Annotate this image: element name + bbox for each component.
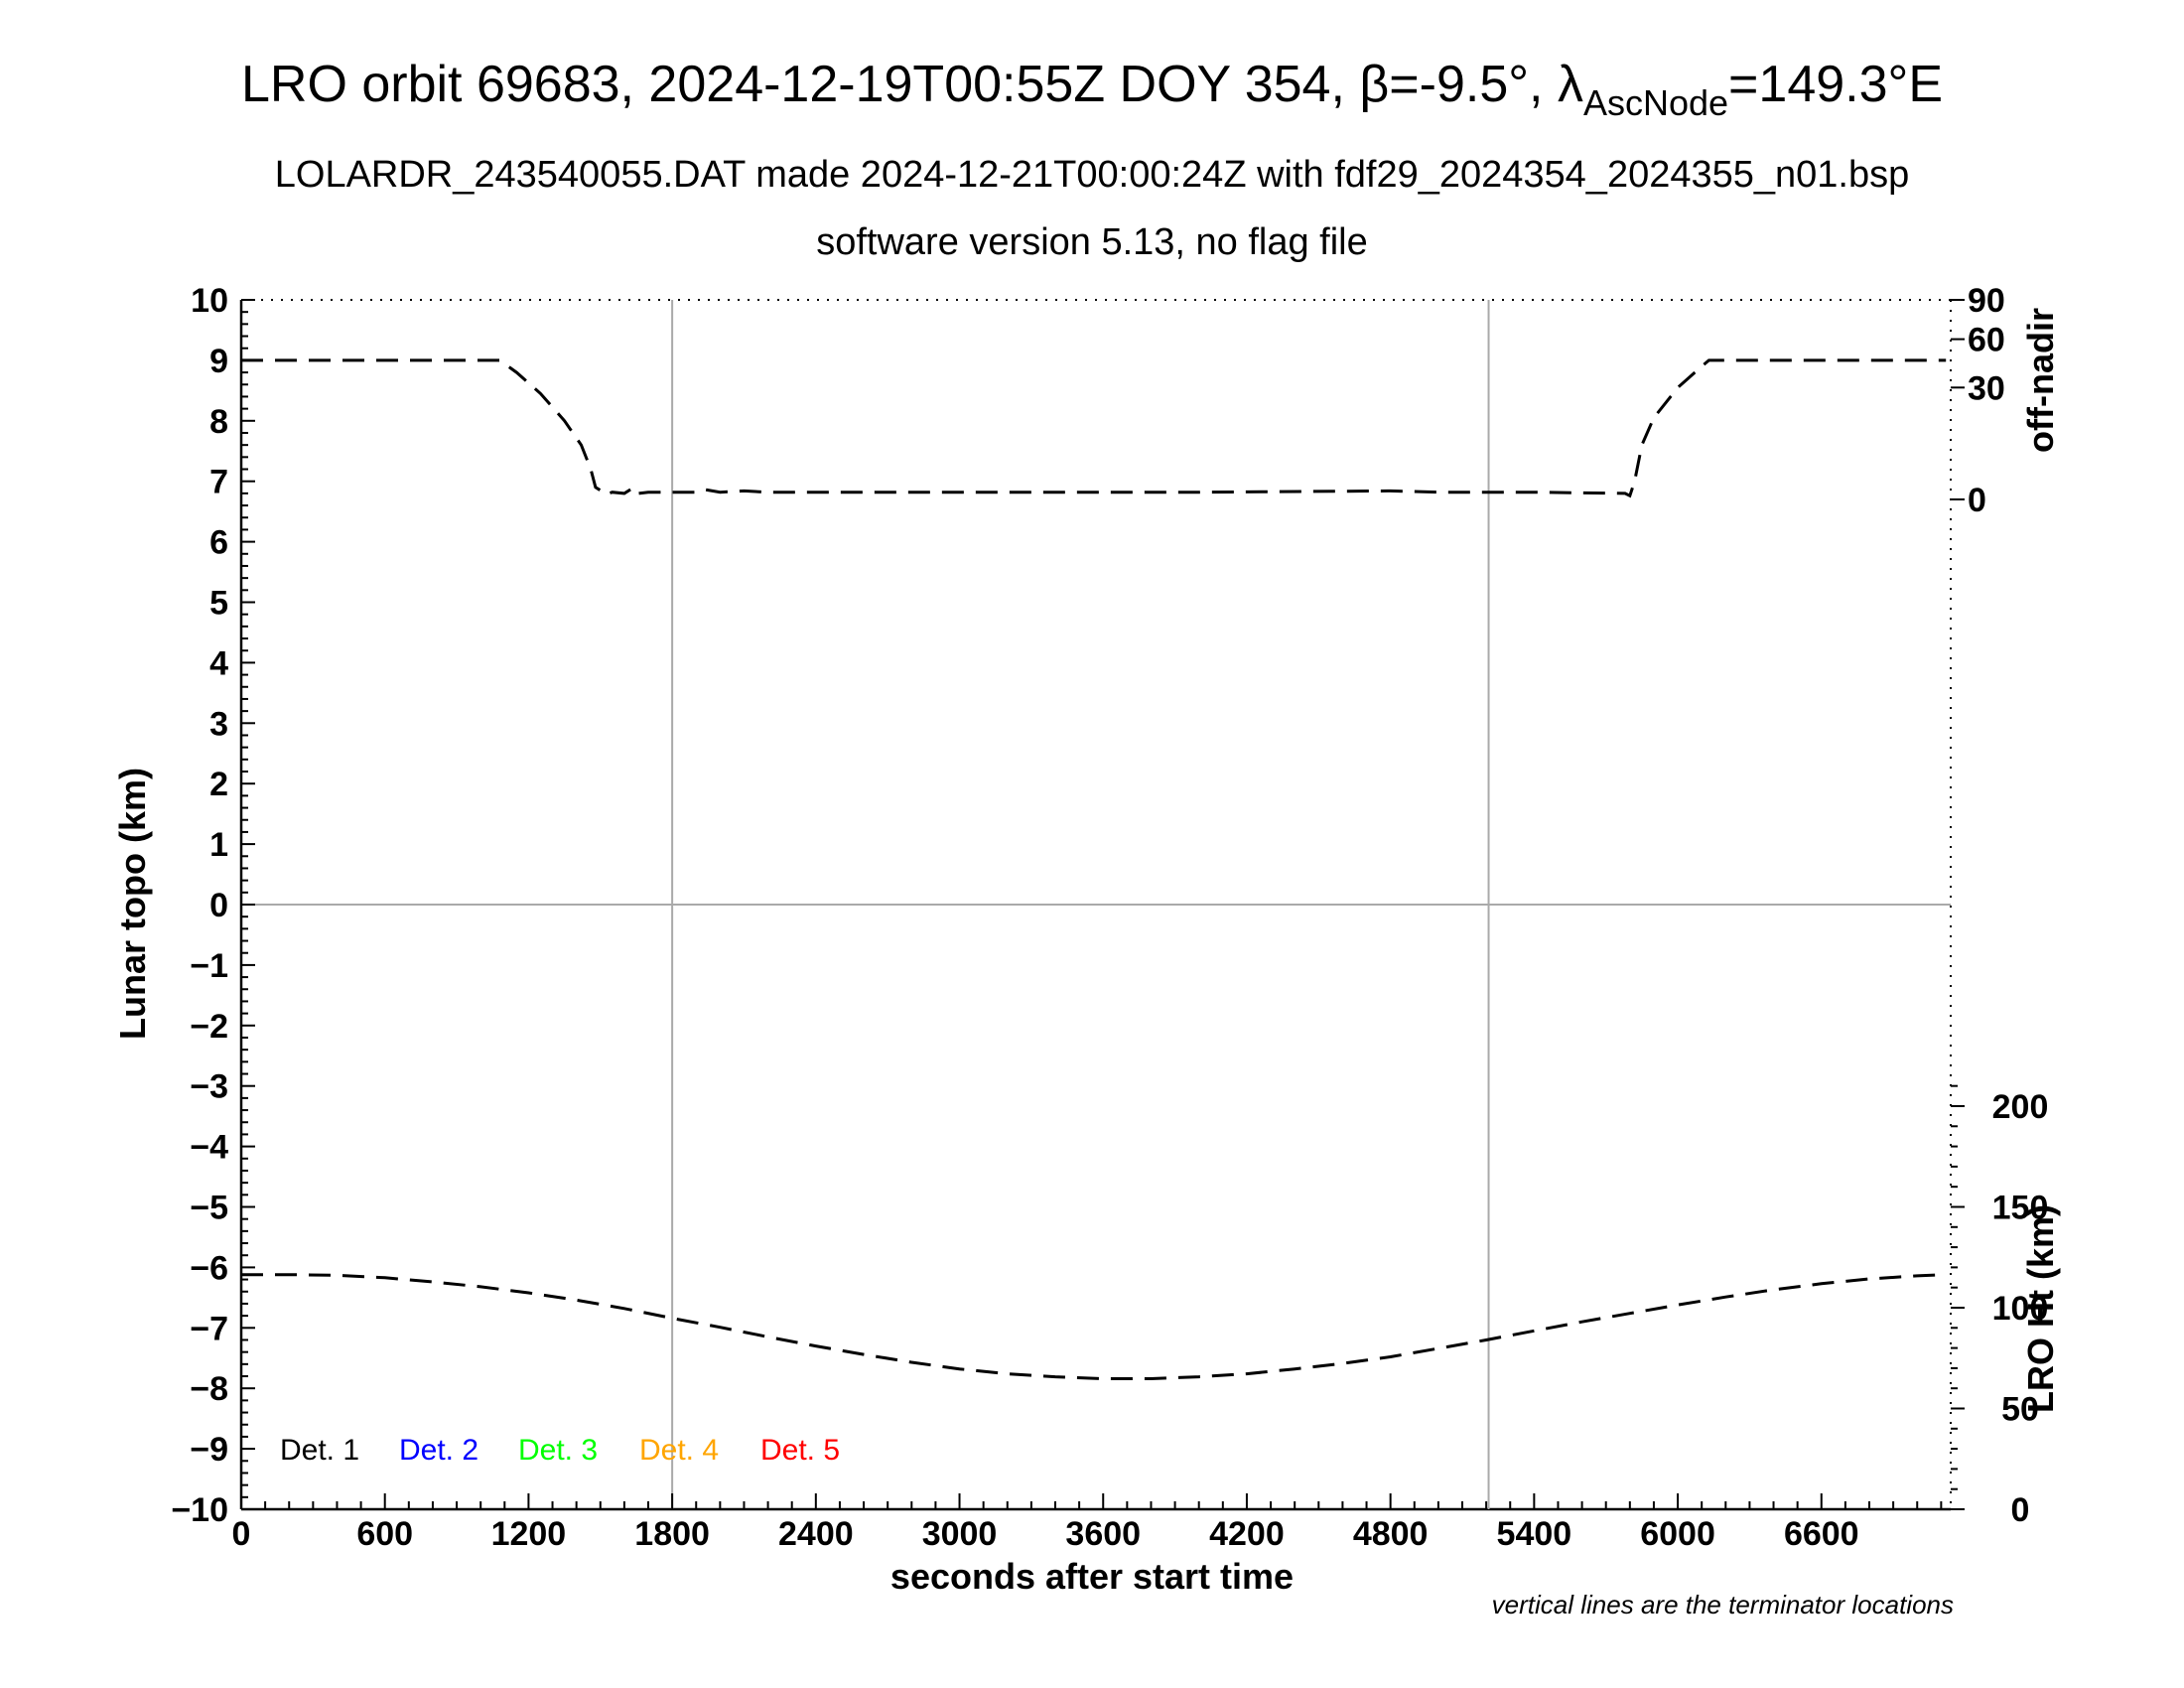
y-tick-label: −10: [171, 1491, 228, 1529]
y-tick-label: 3: [209, 705, 228, 743]
y-tick-label: −6: [190, 1249, 228, 1287]
x-tick-label: 3000: [922, 1515, 998, 1553]
x-tick-label: 2400: [778, 1515, 854, 1553]
y-tick-label: −9: [190, 1431, 228, 1469]
x-tick-label: 4800: [1353, 1515, 1429, 1553]
y-tick-label: −1: [190, 947, 228, 985]
y-tick-label: 10: [191, 282, 228, 320]
legend-entry-det-1: Det. 1: [280, 1434, 359, 1467]
x-tick-label: 600: [356, 1515, 413, 1553]
lro-ht-tick-label: 150: [1992, 1189, 2049, 1226]
series-lines: [241, 358, 1947, 1380]
footnote: vertical lines are the terminator locati…: [1492, 1590, 1954, 1619]
off-nadir-tick-label: 30: [1968, 369, 2005, 407]
y-tick-label: 2: [209, 766, 228, 803]
x-tick-label: 0: [232, 1515, 251, 1553]
right-axis-label-off-nadir: off-nadir: [2020, 308, 2061, 453]
title-end: =149.3°E: [1728, 56, 1943, 113]
x-tick-label: 1200: [491, 1515, 567, 1553]
right-axis-label-lro-ht: LRO Ht (km): [2020, 1204, 2061, 1413]
lro-ht-tick-label: 100: [1992, 1290, 2049, 1328]
subtitle-version: software version 5.13, no flag file: [816, 221, 1368, 263]
off-nadir-tick-label: 0: [1968, 482, 1986, 519]
grid-lines: [241, 300, 1951, 1509]
y-tick-label: −8: [190, 1370, 228, 1408]
y-tick-label: 9: [209, 343, 228, 380]
lro-ht-tick-label: 0: [2011, 1491, 2030, 1529]
y-tick-label: 5: [209, 585, 228, 623]
y-tick-label: 8: [209, 403, 228, 441]
series-line-2: [241, 1273, 1947, 1380]
x-tick-label: 5400: [1497, 1515, 1572, 1553]
lro-ht-tick-label: 50: [2001, 1390, 2039, 1428]
subtitle-file: LOLARDR_243540055.DAT made 2024-12-21T00…: [275, 154, 1910, 196]
y-axis-label: Lunar topo (km): [112, 768, 153, 1040]
x-tick-labels: 0 600 1200 1800 2400 3000 3600 4200 4800 5400 6000…: [232, 1515, 1859, 1553]
x-tick-label: 3600: [1065, 1515, 1141, 1553]
legend-entry-det-5: Det. 5: [760, 1434, 840, 1467]
x-tick-label: 6600: [1784, 1515, 1859, 1553]
chart-title: LRO orbit 69683, 2024-12-19T00:55Z DOY 3…: [241, 56, 1943, 123]
x-tick-label: 4200: [1209, 1515, 1285, 1553]
axis-ticks: [240, 299, 1943, 1510]
y-tick-label: 0: [209, 887, 228, 924]
y-tick-label: −2: [190, 1008, 228, 1046]
legend-entry-det-3: Det. 3: [518, 1434, 598, 1467]
legend: Det. 1 Det. 2 Det. 3 Det. 4 Det. 5: [280, 1434, 840, 1467]
y-tick-label: 4: [209, 644, 228, 682]
y-tick-label: 6: [209, 524, 228, 562]
legend-entry-det-4: Det. 4: [639, 1434, 719, 1467]
lro-ht-tick-label: 200: [1992, 1088, 2049, 1126]
y-tick-label: −4: [190, 1129, 228, 1167]
y-tick-label: 1: [209, 826, 228, 864]
y-tick-label: −3: [190, 1068, 228, 1106]
x-tick-label: 1800: [634, 1515, 710, 1553]
off-nadir-tick-label: 90: [1968, 282, 2005, 320]
x-tick-label: 6000: [1640, 1515, 1715, 1553]
y-tick-label: 7: [209, 464, 228, 501]
legend-entry-det-2: Det. 2: [399, 1434, 478, 1467]
x-axis-label: seconds after start time: [890, 1556, 1294, 1597]
y-tick-label: −7: [190, 1310, 228, 1347]
title-subscript: AscNode: [1583, 82, 1728, 123]
off-nadir-tick-label: 60: [1968, 322, 2005, 359]
y-tick-label: −5: [190, 1190, 228, 1227]
series-line-1: [241, 358, 1947, 498]
title-main: LRO orbit 69683, 2024-12-19T00:55Z DOY 3…: [241, 56, 1583, 113]
